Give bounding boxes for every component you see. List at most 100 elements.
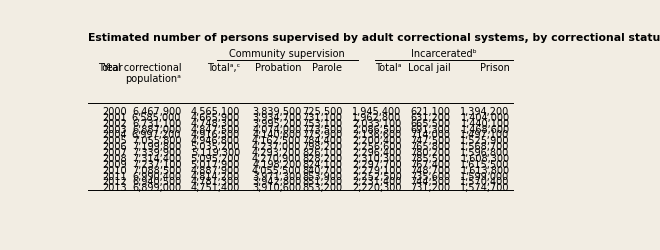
Text: 4,814,200: 4,814,200: [191, 172, 240, 181]
Text: 725,500: 725,500: [302, 107, 343, 117]
Text: 1,574,700: 1,574,700: [460, 183, 510, 193]
Text: 1,440,100: 1,440,100: [461, 119, 510, 129]
Text: 2,086,500: 2,086,500: [352, 124, 402, 134]
Text: Local jail: Local jail: [407, 63, 450, 73]
Text: 785,500: 785,500: [410, 154, 450, 164]
Text: 4,237,000: 4,237,000: [252, 142, 302, 152]
Text: 5,017,900: 5,017,900: [191, 160, 240, 170]
Text: 2,297,700: 2,297,700: [352, 160, 402, 170]
Text: 4,916,500: 4,916,500: [191, 130, 240, 140]
Text: 4,055,500: 4,055,500: [252, 166, 302, 176]
Text: Total correctional
populationᵃ: Total correctional populationᵃ: [98, 63, 182, 84]
Text: Estimated number of persons supervised by adult correctional systems, by correct: Estimated number of persons supervised b…: [88, 33, 660, 43]
Text: 2005: 2005: [102, 136, 127, 146]
Text: Year: Year: [102, 63, 123, 73]
Text: 7,055,800: 7,055,800: [132, 136, 182, 146]
Text: 3,995,200: 3,995,200: [252, 119, 302, 129]
Text: 6,467,900: 6,467,900: [132, 107, 182, 117]
Text: 747,500: 747,500: [410, 136, 450, 146]
Text: 826,100: 826,100: [302, 148, 343, 158]
Text: 1,497,100: 1,497,100: [461, 130, 510, 140]
Text: 853,900: 853,900: [302, 172, 343, 181]
Text: 2007: 2007: [102, 148, 127, 158]
Text: 773,500: 773,500: [302, 124, 343, 134]
Text: 2006: 2006: [102, 142, 127, 152]
Text: 853,200: 853,200: [302, 183, 343, 193]
Text: 6,940,500: 6,940,500: [132, 178, 182, 188]
Text: 1,596,800: 1,596,800: [461, 148, 510, 158]
Text: 4,847,500: 4,847,500: [191, 124, 240, 134]
Text: 5,095,200: 5,095,200: [191, 154, 240, 164]
Text: 775,900: 775,900: [302, 130, 343, 140]
Text: 851,200: 851,200: [302, 178, 343, 188]
Text: Incarceratedᵇ: Incarceratedᵇ: [411, 50, 477, 59]
Text: 765,800: 765,800: [410, 142, 450, 152]
Text: 4,198,200: 4,198,200: [252, 160, 302, 170]
Text: 1,570,400: 1,570,400: [460, 178, 510, 188]
Text: 2,256,600: 2,256,600: [352, 142, 402, 152]
Text: 2009: 2009: [102, 160, 127, 170]
Text: 6,585,000: 6,585,000: [132, 113, 182, 123]
Text: 2003: 2003: [102, 124, 127, 134]
Text: 2,296,400: 2,296,400: [352, 148, 402, 158]
Text: 2,231,400: 2,231,400: [352, 178, 402, 188]
Text: 2,220,300: 2,220,300: [352, 183, 402, 193]
Text: 2,033,100: 2,033,100: [352, 119, 402, 129]
Text: 1,608,300: 1,608,300: [461, 154, 510, 164]
Text: 2,136,600: 2,136,600: [352, 130, 402, 140]
Text: 780,200: 780,200: [410, 148, 450, 158]
Text: 2,310,300: 2,310,300: [352, 154, 402, 164]
Text: 4,751,400: 4,751,400: [191, 183, 240, 193]
Text: 3,839,500: 3,839,500: [252, 107, 302, 117]
Text: 2004: 2004: [102, 130, 127, 140]
Text: 1,613,800: 1,613,800: [461, 166, 510, 176]
Text: 4,565,100: 4,565,100: [191, 107, 240, 117]
Text: 6,731,100: 6,731,100: [132, 119, 182, 129]
Text: 2013: 2013: [102, 183, 127, 193]
Text: 1,962,800: 1,962,800: [352, 113, 402, 123]
Text: 4,946,800: 4,946,800: [191, 136, 240, 146]
Text: 2,252,500: 2,252,500: [352, 172, 402, 181]
Text: 748,700: 748,700: [410, 166, 450, 176]
Text: 2,279,100: 2,279,100: [352, 166, 402, 176]
Text: 1,394,200: 1,394,200: [461, 107, 510, 117]
Text: 2001: 2001: [102, 113, 127, 123]
Text: 4,887,900: 4,887,900: [191, 166, 240, 176]
Text: 2008: 2008: [102, 154, 127, 164]
Text: 731,200: 731,200: [410, 183, 450, 193]
Text: 2000: 2000: [102, 107, 127, 117]
Text: 3,942,800: 3,942,800: [252, 178, 302, 188]
Text: 731,100: 731,100: [302, 113, 343, 123]
Text: Totalᵃ: Totalᵃ: [375, 63, 402, 73]
Text: Prison: Prison: [480, 63, 510, 73]
Text: 1,468,600: 1,468,600: [461, 124, 510, 134]
Text: 6,887,000: 6,887,000: [132, 124, 182, 134]
Text: 798,200: 798,200: [302, 142, 343, 152]
Text: 4,074,000: 4,074,000: [252, 124, 302, 134]
Text: 4,270,900: 4,270,900: [252, 154, 302, 164]
Text: 5,035,200: 5,035,200: [191, 142, 240, 152]
Text: 2,200,400: 2,200,400: [352, 136, 402, 146]
Text: 1,568,700: 1,568,700: [460, 142, 510, 152]
Text: Parole: Parole: [312, 63, 343, 73]
Text: 6,997,200: 6,997,200: [132, 130, 182, 140]
Text: 4,162,500: 4,162,500: [252, 136, 302, 146]
Text: 2011: 2011: [102, 172, 127, 181]
Text: 735,600: 735,600: [410, 172, 450, 181]
Text: 4,293,200: 4,293,200: [252, 148, 302, 158]
Text: 744,500: 744,500: [410, 178, 450, 188]
Text: 7,088,500: 7,088,500: [132, 166, 182, 176]
Text: 7,314,400: 7,314,400: [132, 154, 182, 164]
Text: Probation: Probation: [255, 63, 302, 73]
Text: 4,748,300: 4,748,300: [191, 119, 240, 129]
Text: 4,140,600: 4,140,600: [252, 130, 302, 140]
Text: Totalᵃ,ᶜ: Totalᵃ,ᶜ: [207, 63, 240, 73]
Text: 621,100: 621,100: [411, 107, 450, 117]
Text: 6,899,000: 6,899,000: [132, 183, 182, 193]
Text: 6,990,400: 6,990,400: [132, 172, 182, 181]
Text: 2010: 2010: [102, 166, 127, 176]
Text: Community supervision: Community supervision: [229, 50, 345, 59]
Text: 665,500: 665,500: [410, 119, 450, 129]
Text: 1,599,000: 1,599,000: [461, 172, 510, 181]
Text: 824,100: 824,100: [302, 160, 343, 170]
